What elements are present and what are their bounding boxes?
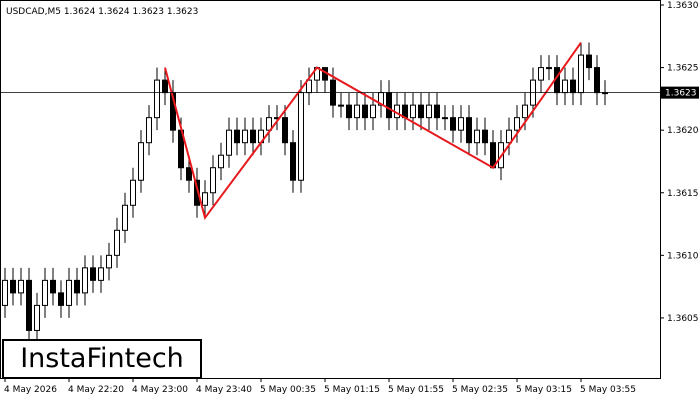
x-tick-label: 4 May 23:00 — [132, 385, 188, 395]
candle-body — [290, 142, 296, 181]
current-price-label: 1.3623 — [665, 89, 697, 99]
candle-body — [98, 267, 104, 281]
candle-body — [250, 129, 256, 144]
candle-body — [562, 79, 568, 94]
candle-body — [2, 279, 8, 306]
candle-body — [210, 167, 216, 194]
x-tick-label: 4 May 2026 — [4, 385, 57, 395]
candle-body — [50, 279, 56, 294]
candle-body — [90, 267, 96, 281]
candle-body — [458, 117, 464, 131]
logo: InstaFintech — [20, 343, 184, 374]
candle-body — [386, 92, 392, 119]
y-tick-label: 1.3620 — [667, 126, 699, 136]
candle-body — [194, 179, 200, 206]
candle-body — [10, 279, 16, 294]
candle-body — [594, 67, 600, 94]
pattern-line — [164, 41, 582, 221]
candle-body — [450, 117, 456, 131]
candle-body — [354, 104, 360, 119]
x-tick-label: 5 May 01:15 — [324, 385, 380, 395]
candle-body — [362, 104, 368, 119]
candle-body — [570, 79, 576, 94]
candle-body — [66, 279, 72, 306]
candle-body — [234, 129, 240, 144]
x-tick-label: 5 May 00:35 — [260, 385, 316, 395]
candle-body — [282, 117, 288, 144]
candle-body — [410, 104, 416, 119]
x-tick-label: 5 May 01:55 — [388, 385, 444, 395]
candle-body — [114, 229, 120, 256]
candle-body — [338, 104, 344, 107]
candle-body — [34, 304, 40, 331]
x-tick-label: 5 May 03:15 — [516, 385, 572, 395]
candle-body — [186, 167, 192, 181]
candle-body — [346, 104, 352, 119]
candle-body — [218, 154, 224, 169]
candle-body — [146, 117, 152, 144]
y-tick-label: 1.3615 — [667, 189, 699, 199]
candle-body — [58, 292, 64, 306]
candle-body — [586, 54, 592, 69]
candle-body — [202, 192, 208, 206]
candle-body — [482, 129, 488, 144]
x-tick-label: 4 May 22:20 — [68, 385, 124, 395]
candle-body — [266, 117, 272, 131]
chart-title: USDCAD,M5 1.3624 1.3624 1.3623 1.3623 — [6, 7, 198, 17]
y-tick-label: 1.3605 — [667, 314, 699, 324]
candle-body — [434, 104, 440, 119]
x-tick-label: 5 May 02:35 — [452, 385, 508, 395]
candle-body — [418, 104, 424, 119]
plot-frame — [0, 0, 661, 379]
candle-body — [242, 129, 248, 144]
candle-body — [130, 179, 136, 206]
candle-body — [298, 92, 304, 181]
candle-body — [538, 67, 544, 81]
current-price-box — [661, 86, 699, 99]
candle-body — [426, 104, 432, 119]
candle-body — [26, 279, 32, 331]
candle-body — [522, 104, 528, 119]
candle-body — [466, 117, 472, 144]
x-tick-label: 5 May 03:55 — [580, 385, 636, 395]
y-tick-label: 1.3625 — [667, 64, 699, 74]
candle-body — [122, 204, 128, 231]
y-tick-label: 1.3610 — [667, 251, 699, 261]
candle-body — [18, 279, 24, 294]
candle-body — [162, 79, 168, 94]
candle-body — [474, 129, 480, 144]
candle-body — [578, 54, 584, 94]
candle-body — [514, 117, 520, 131]
candle-body — [442, 117, 448, 120]
candle-body — [154, 79, 160, 119]
candle-body — [106, 254, 112, 269]
x-tick-label: 4 May 23:40 — [196, 385, 252, 395]
candle-body — [138, 142, 144, 181]
candle-body — [370, 104, 376, 119]
candle-body — [506, 129, 512, 144]
y-tick-label: 1.3630 — [667, 1, 699, 11]
candle-body — [226, 129, 232, 156]
candle-body — [82, 267, 88, 294]
candle-body — [546, 67, 552, 70]
candle-body — [42, 279, 48, 306]
logo-box — [2, 339, 202, 379]
candle-body — [74, 279, 80, 294]
